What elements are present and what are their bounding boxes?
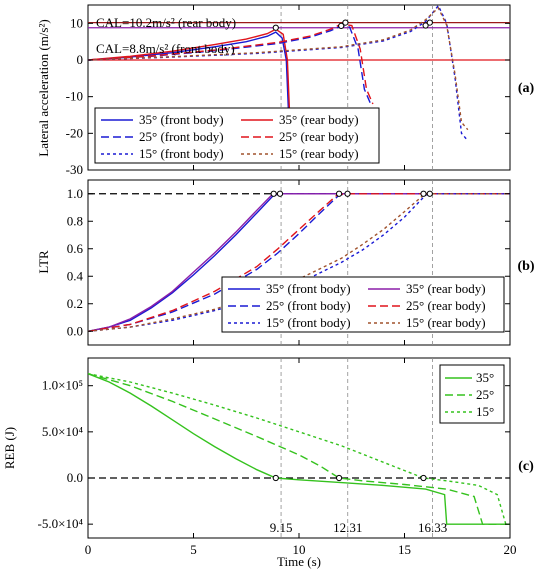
panel-a-annotation-rear: CAL=10.2m/s² (rear body) bbox=[96, 15, 236, 30]
event-marker bbox=[344, 190, 351, 197]
legend-label: 35° (front body) bbox=[139, 112, 224, 127]
event-time-label: 12.31 bbox=[333, 520, 362, 535]
legend-label: 25° (front body) bbox=[266, 298, 351, 313]
series-line bbox=[88, 25, 372, 105]
legend-box bbox=[221, 276, 505, 333]
legend-label: 15° (rear body) bbox=[406, 315, 486, 330]
legend-label: 25° (rear body) bbox=[279, 129, 359, 144]
legend-label: 25° bbox=[476, 387, 494, 402]
event-time-label: 16.33 bbox=[418, 520, 447, 535]
panel-c-ticks: -5.0×10⁴ 0.0 5.0×10⁴ 1.0×10⁵ 0 5 10 15 20 9.15 12.… bbox=[38, 358, 517, 557]
event-marker bbox=[420, 190, 427, 197]
series-line bbox=[88, 28, 293, 163]
panel-a-series bbox=[88, 5, 469, 163]
panel-a: -30 -20 -10 0 10 CAL=10.2m/s² (rear body) CA… bbox=[36, 4, 535, 177]
y-tick-label: 0.2 bbox=[67, 296, 83, 311]
panel-a-annotation-front: CAL=8.8m/s² (front body) bbox=[96, 41, 235, 56]
legend-label: 35° (rear body) bbox=[406, 281, 486, 296]
legend-label: 15° (rear body) bbox=[279, 146, 359, 161]
event-marker bbox=[270, 190, 277, 197]
series-line bbox=[88, 23, 374, 105]
panel-b-ylabel: LTR bbox=[36, 250, 51, 274]
panel-b-legend: 35° (front body) 35° (rear body) 25° (fron… bbox=[221, 276, 505, 333]
x-tick-label: 15 bbox=[398, 542, 411, 557]
legend-label: 35° bbox=[476, 370, 494, 385]
legend-box bbox=[94, 107, 380, 164]
panel-c-xlabel: Time (s) bbox=[277, 554, 321, 569]
series-line bbox=[88, 373, 510, 525]
legend-label: 15° (front body) bbox=[266, 315, 351, 330]
x-tick-label: 10 bbox=[293, 542, 306, 557]
x-tick-label: 20 bbox=[504, 542, 517, 557]
y-tick-label: 1.0×10⁵ bbox=[42, 378, 83, 393]
panel-c-grid bbox=[88, 358, 510, 538]
panel-c-legend: 35° 25° 15° bbox=[439, 364, 505, 424]
legend-box bbox=[439, 364, 505, 424]
event-time-label: 9.15 bbox=[270, 520, 293, 535]
panel-a-grid bbox=[88, 5, 510, 170]
panel-b-label: (b) bbox=[517, 259, 534, 274]
legend-label: 15° (front body) bbox=[139, 146, 224, 161]
y-tick-label: 5.0×10⁴ bbox=[42, 424, 84, 439]
x-tick-label: 0 bbox=[85, 542, 92, 557]
panel-c-label: (c) bbox=[518, 459, 534, 474]
panel-b: 0.0 0.2 0.4 0.6 0.8 1.0 LTR (b) 35° (front bo… bbox=[36, 179, 535, 346]
legend-label: 15° bbox=[476, 404, 494, 419]
x-tick-label: 5 bbox=[190, 542, 197, 557]
y-tick-label: 1.0 bbox=[67, 186, 83, 201]
series-line bbox=[88, 373, 510, 525]
y-tick-label: -10 bbox=[66, 89, 83, 104]
panel-b-ticks: 0.0 0.2 0.4 0.6 0.8 1.0 bbox=[67, 180, 511, 345]
y-tick-label: 0.0 bbox=[67, 470, 83, 485]
y-tick-label: 0.6 bbox=[67, 241, 84, 256]
series-line bbox=[88, 193, 510, 332]
event-marker bbox=[422, 22, 429, 29]
y-tick-label: 10 bbox=[70, 15, 83, 30]
legend-label: 35° (front body) bbox=[266, 281, 351, 296]
series-line bbox=[88, 6, 469, 131]
panel-c-ylabel: REB (J) bbox=[2, 427, 17, 469]
y-tick-label: -30 bbox=[66, 162, 83, 177]
y-tick-label: -5.0×10⁴ bbox=[38, 516, 84, 531]
legend-label: 25° (rear body) bbox=[406, 298, 486, 313]
event-marker bbox=[276, 190, 284, 197]
panel-c-series bbox=[88, 373, 510, 525]
y-tick-label: 0.0 bbox=[67, 323, 83, 338]
y-tick-label: 0.4 bbox=[67, 268, 84, 283]
y-tick-label: 0 bbox=[77, 52, 84, 67]
legend-label: 25° (front body) bbox=[139, 129, 224, 144]
panel-a-ylabel: Lateral acceleration (m/s²) bbox=[36, 19, 51, 156]
legend-label: 35° (rear body) bbox=[279, 112, 359, 127]
series-line bbox=[88, 31, 292, 163]
y-tick-label: 0.8 bbox=[67, 213, 83, 228]
y-tick-label: -20 bbox=[66, 125, 83, 140]
event-marker bbox=[335, 474, 343, 482]
panel-a-legend: 35° (front body) 35° (rear body) 25° (fron… bbox=[94, 107, 380, 164]
panel-a-label: (a) bbox=[518, 81, 535, 96]
event-marker bbox=[420, 474, 427, 482]
event-marker bbox=[342, 19, 349, 26]
event-marker bbox=[338, 22, 345, 29]
event-marker bbox=[272, 24, 279, 31]
event-marker bbox=[426, 19, 433, 26]
panel-a-ticks: -30 -20 -10 0 10 bbox=[66, 5, 511, 177]
event-marker bbox=[426, 190, 433, 197]
event-marker bbox=[272, 474, 279, 482]
panel-c: -5.0×10⁴ 0.0 5.0×10⁴ 1.0×10⁵ 0 5 10 15 20 9.15 12.… bbox=[2, 357, 534, 569]
event-marker bbox=[335, 190, 343, 197]
